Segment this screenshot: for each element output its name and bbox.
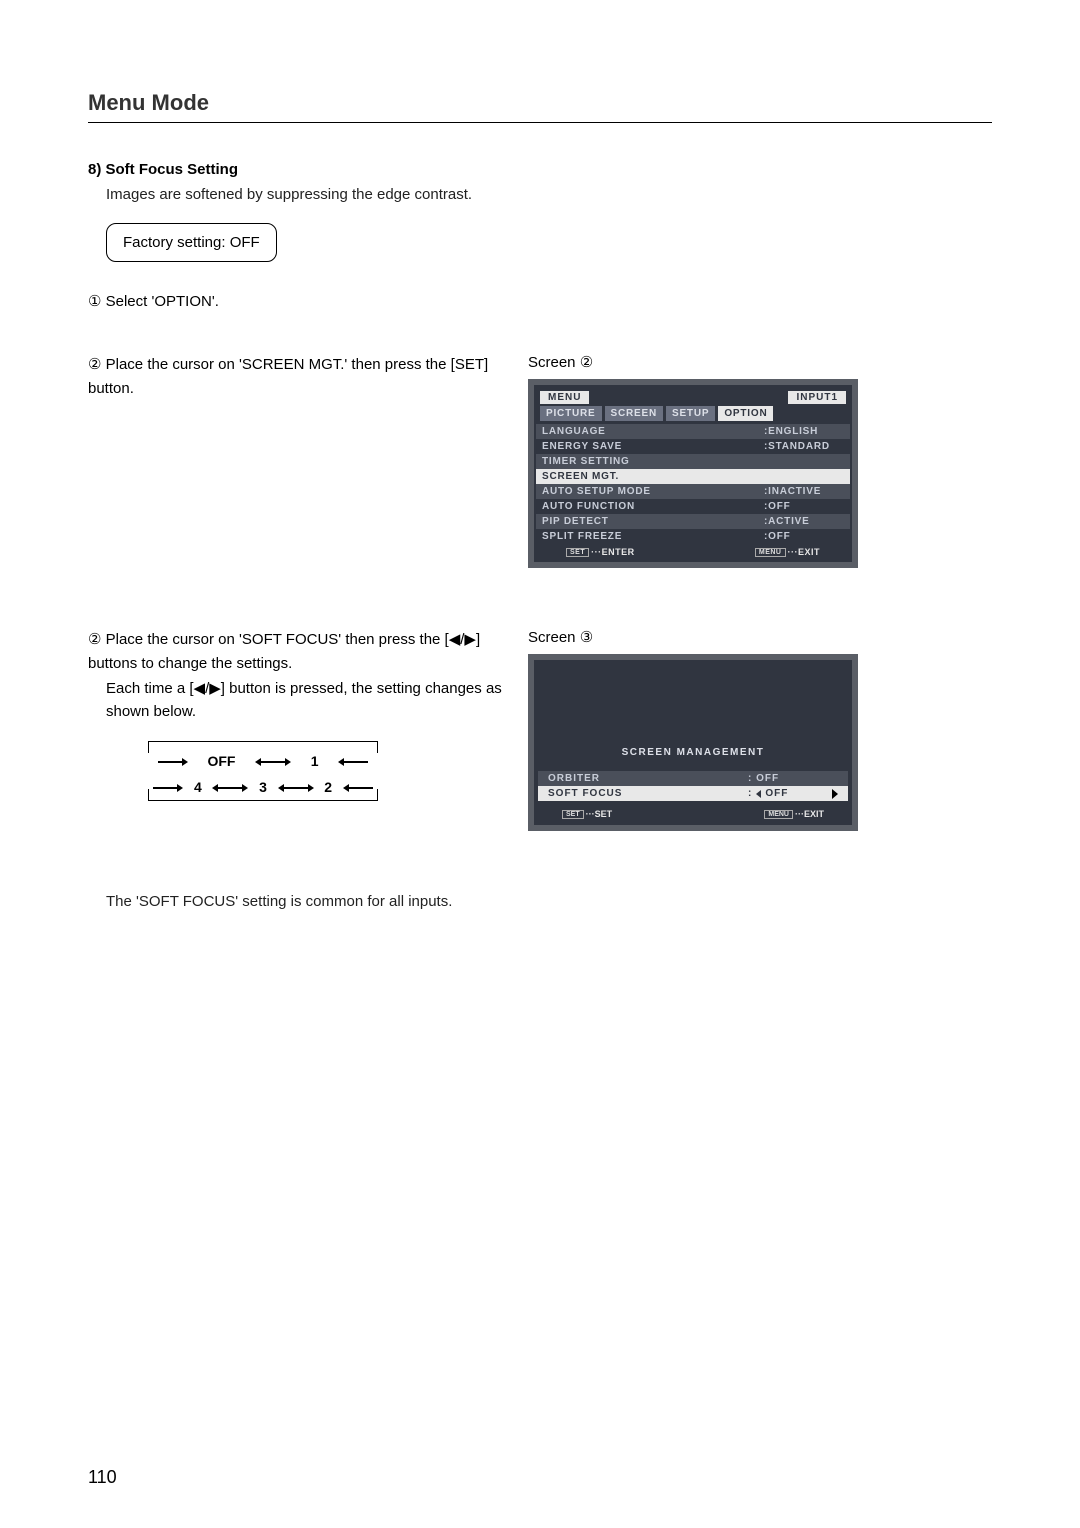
osd2-softfocus-key: SOFT FOCUS — [548, 788, 748, 799]
osd1-row-autofunc-val: :OFF — [764, 501, 844, 512]
osd1-footer: SET···ENTER MENU···EXIT — [536, 544, 850, 558]
step-1-text: Select 'OPTION'. — [106, 293, 219, 310]
cycle-diagram: OFF 1 4 3 2 — [148, 741, 378, 801]
osd1-row-split[interactable]: SPLIT FREEZE:OFF — [536, 529, 850, 544]
osd1-row-language[interactable]: LANGUAGE:ENGLISH — [536, 424, 850, 439]
osd1-tab-setup[interactable]: SETUP — [666, 406, 715, 421]
cycle-1: 1 — [311, 751, 319, 773]
step-3-text-b: Each time a [◀/▶] button is pressed, the… — [88, 677, 518, 724]
osd-menu-1: MENU INPUT1 PICTURE SCREEN SETUP OPTION … — [528, 379, 858, 568]
osd1-tab-picture[interactable]: PICTURE — [540, 406, 602, 421]
osd2-orbiter-val: : OFF — [748, 773, 838, 784]
page-title: Menu Mode — [88, 90, 992, 123]
osd1-tab-option[interactable]: OPTION — [718, 406, 773, 421]
osd1-row-language-val: :ENGLISH — [764, 426, 844, 437]
page-number: 110 — [88, 1467, 117, 1488]
osd1-exit-label: ···EXIT — [788, 547, 821, 557]
osd-menu-2: SCREEN MANAGEMENT ORBITER : OFF SOFT FOC… — [528, 654, 858, 831]
osd1-tabs: PICTURE SCREEN SETUP OPTION — [536, 406, 850, 424]
factory-setting-box: Factory setting: OFF — [106, 223, 277, 262]
right-arrow-icon[interactable] — [832, 789, 838, 799]
osd2-row-orbiter[interactable]: ORBITER : OFF — [538, 771, 848, 786]
osd2-set-tag: SET — [562, 810, 584, 819]
osd1-row-autofunc[interactable]: AUTO FUNCTION:OFF — [536, 499, 850, 514]
osd1-input-badge: INPUT1 — [788, 391, 846, 404]
osd2-exit-label: ···EXIT — [795, 809, 824, 819]
screen-3-label: Screen ③ — [528, 628, 992, 646]
osd1-row-energy-val: :STANDARD — [764, 441, 844, 452]
step-3-text-a: Place the cursor on 'SOFT FOCUS' then pr… — [88, 631, 480, 671]
osd1-row-pip-val: :ACTIVE — [764, 516, 844, 527]
osd1-row-energy[interactable]: ENERGY SAVE:STANDARD — [536, 439, 850, 454]
osd1-menu-tag: MENU — [755, 548, 786, 557]
osd2-menu-tag: MENU — [764, 810, 793, 819]
osd1-row-language-key: LANGUAGE — [542, 426, 764, 437]
osd1-tab-screen[interactable]: SCREEN — [605, 406, 663, 421]
osd2-set-suffix: ···SET — [586, 809, 613, 819]
osd1-row-split-val: :OFF — [764, 531, 844, 542]
osd1-row-split-key: SPLIT FREEZE — [542, 531, 764, 542]
osd1-set-tag: SET — [566, 548, 589, 557]
osd1-row-timer-key: TIMER SETTING — [542, 456, 764, 467]
osd1-row-screenmgt-key: SCREEN MGT. — [542, 471, 764, 482]
section-heading: 8) Soft Focus Setting — [88, 161, 992, 178]
osd1-row-timer[interactable]: TIMER SETTING — [536, 454, 850, 469]
screen-2-label: Screen ② — [528, 353, 992, 371]
cycle-off: OFF — [207, 751, 235, 773]
osd1-row-screenmgt-val — [764, 471, 844, 482]
step-1-row: ① Select 'OPTION'. — [88, 290, 992, 313]
osd1-row-screenmgt[interactable]: SCREEN MGT. — [536, 469, 850, 484]
cycle-4: 4 — [194, 777, 202, 799]
osd2-orbiter-key: ORBITER — [548, 773, 748, 784]
step-2-text: Place the cursor on 'SCREEN MGT.' then p… — [88, 356, 488, 396]
osd2-title: SCREEN MANAGEMENT — [538, 744, 848, 761]
osd2-softfocus-value-text: OFF — [765, 788, 788, 799]
osd1-row-autosetup-key: AUTO SETUP MODE — [542, 486, 764, 497]
soft-focus-note: The 'SOFT FOCUS' setting is common for a… — [106, 891, 992, 912]
osd1-row-energy-key: ENERGY SAVE — [542, 441, 764, 452]
osd1-row-timer-val — [764, 456, 844, 467]
step-2-number: ② — [88, 356, 101, 373]
osd1-enter-label: ···ENTER — [591, 547, 635, 557]
osd1-menu-badge: MENU — [540, 391, 589, 404]
osd2-softfocus-val: : OFF — [748, 788, 838, 799]
step-3-number: ② — [88, 631, 101, 648]
osd1-row-pip-key: PIP DETECT — [542, 516, 764, 527]
osd1-row-autosetup-val: :INACTIVE — [764, 486, 844, 497]
osd1-row-autosetup[interactable]: AUTO SETUP MODE:INACTIVE — [536, 484, 850, 499]
osd2-row-softfocus[interactable]: SOFT FOCUS : OFF — [538, 786, 848, 801]
step-1-number: ① — [88, 293, 101, 310]
section-description: Images are softened by suppressing the e… — [106, 184, 992, 205]
cycle-2: 2 — [324, 777, 332, 799]
osd1-row-pip[interactable]: PIP DETECT:ACTIVE — [536, 514, 850, 529]
osd2-footer: SET···SET MENU···EXIT — [538, 801, 848, 821]
osd1-row-autofunc-key: AUTO FUNCTION — [542, 501, 764, 512]
step-3-row: ② Place the cursor on 'SOFT FOCUS' then … — [88, 628, 992, 831]
left-arrow-icon[interactable] — [756, 790, 761, 798]
cycle-3: 3 — [259, 777, 267, 799]
step-2-row: ② Place the cursor on 'SCREEN MGT.' then… — [88, 353, 992, 568]
